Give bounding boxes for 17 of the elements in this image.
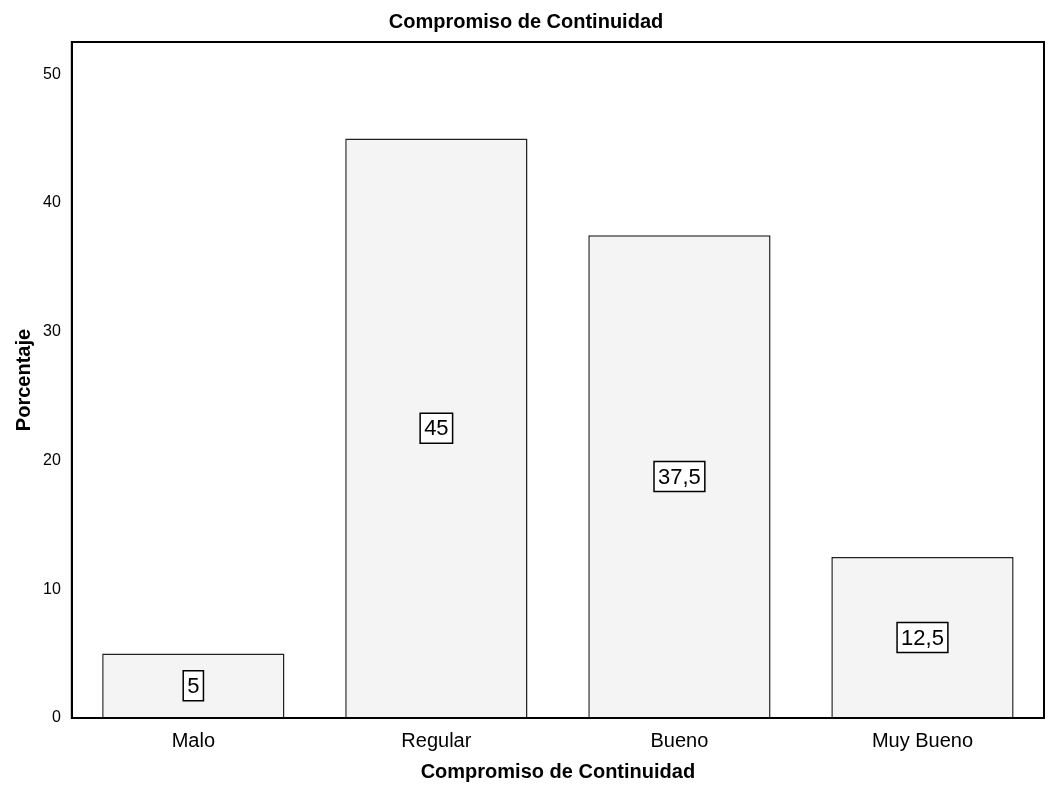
x-tick-label: Regular: [401, 728, 472, 751]
x-tick-label: Bueno: [650, 728, 709, 751]
data-label: 12,5: [901, 624, 944, 650]
y-tick-label: 0: [51, 708, 61, 726]
chart-title: Compromiso de Continuidad: [388, 9, 664, 32]
data-label: 37,5: [658, 463, 701, 489]
x-tick-label: Muy Bueno: [871, 728, 974, 751]
y-tick-label: 30: [43, 322, 61, 340]
x-axis-title: Compromiso de Continuidad: [420, 759, 696, 782]
y-tick-label: 20: [43, 450, 61, 468]
data-label: 45: [424, 415, 449, 441]
y-tick-label: 50: [43, 64, 61, 82]
data-label: 5: [187, 672, 200, 698]
y-tick-label: 40: [43, 193, 61, 211]
y-axis-title: Porcentaje: [11, 328, 34, 432]
x-tick-label: Malo: [171, 728, 215, 751]
y-tick-label: 10: [43, 579, 61, 597]
